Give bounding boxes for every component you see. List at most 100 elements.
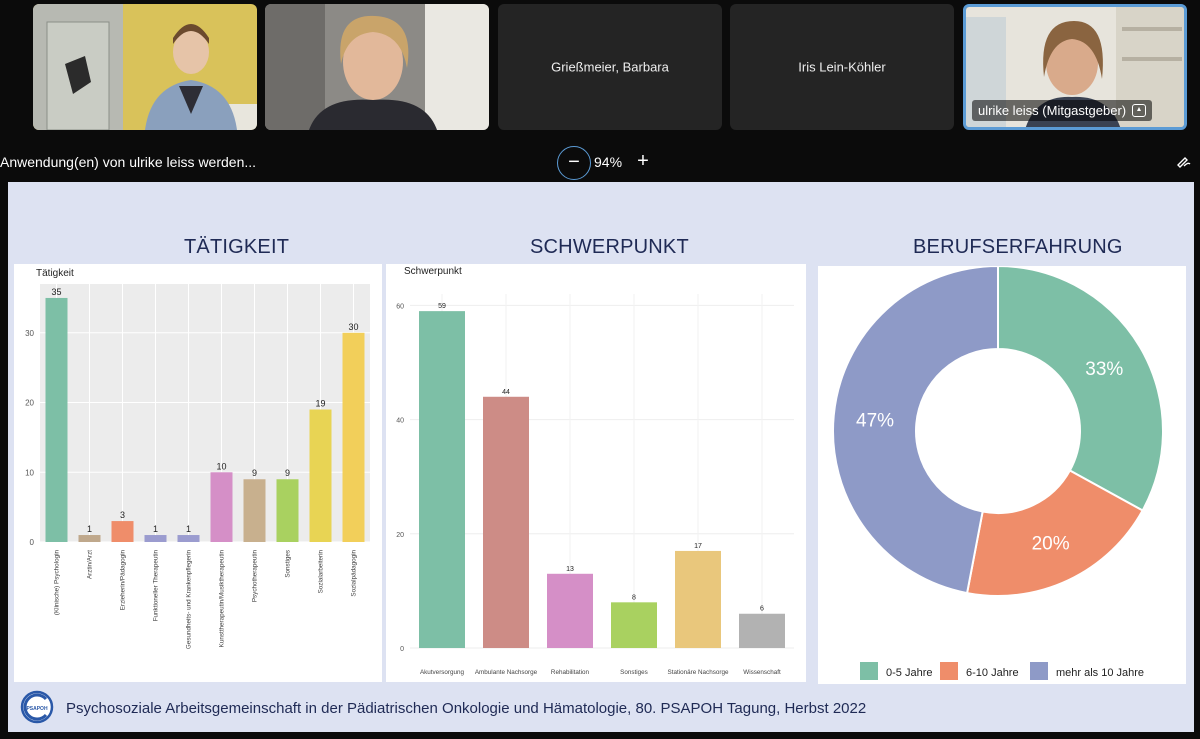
chart-panel-berufserfahrung: 33% 20% 47% 0-5 Jahre 6-10 Jahre mehr als 10 … [818, 264, 1186, 684]
slice-label: 47% [856, 410, 894, 431]
zoom-out-button[interactable]: − [557, 146, 591, 180]
taetigkeit-bar-1 [78, 535, 101, 542]
x-tick-label: Stationäre Nachsorge [668, 669, 729, 676]
bar-chart-taetigkeit: Tätigkeit 0 10 20 30 35 (Klinische) Psychologi… [25, 268, 370, 650]
slide-footer: Psychosoziale Arbeitsgemeinschaft in der… [66, 700, 867, 717]
schwerpunkt-bar-4 [675, 550, 721, 648]
slice-label: 20% [1032, 534, 1070, 555]
data-label: 8 [632, 594, 636, 601]
data-label: 1 [87, 524, 92, 534]
participant-name-badge: ulrike leiss (Mitgastgeber) [972, 100, 1153, 121]
chart-panel-taetigkeit: Tätigkeit 0 10 20 30 35 (Klinische) Psychologi… [14, 264, 382, 682]
slice-label: 33% [1085, 359, 1123, 380]
participant-tile-1[interactable] [33, 4, 257, 130]
data-label: 30 [348, 322, 358, 332]
taetigkeit-bar-7 [276, 479, 299, 542]
donut-slice-2 [832, 264, 999, 595]
x-tick-label: (Klinische) Psychologin [54, 550, 61, 616]
data-label: 13 [566, 566, 574, 573]
participant-name: Grießmeier, Barbara [551, 59, 669, 75]
share-screen-icon [1132, 104, 1147, 117]
y-tick-label: 0 [400, 646, 404, 653]
x-tick-label: Rehabilitation [551, 669, 590, 676]
x-tick-label: Funktioneller Therapeutin [153, 550, 160, 622]
sharing-status-text: Anwendung(en) von ulrike leiss werden... [0, 154, 257, 170]
annotate-icon[interactable] [1176, 152, 1192, 168]
y-tick-label: 40 [396, 418, 404, 425]
x-tick-label: Wissenschaft [743, 669, 781, 676]
data-label: 6 [760, 606, 764, 613]
data-label: 19 [315, 399, 325, 409]
x-tick-label: Sonstiges [285, 550, 292, 578]
x-tick-label: Arztin/Arzt [87, 550, 94, 579]
legend-label: 6-10 Jahre [966, 667, 1019, 679]
x-tick-label: Gesundheits- und Krankenpflegerin [186, 550, 193, 650]
data-label: 44 [502, 389, 510, 396]
taetigkeit-bar-9 [342, 332, 365, 542]
chart-panel-schwerpunkt: Schwerpunkt 0 20 40 60 59 Akutversorgung 44 Ambu… [386, 264, 806, 682]
shared-slide: TÄTIGKEIT SCHWERPUNKT BERUFSERFAHRUNG Tä… [8, 182, 1194, 732]
schwerpunkt-bar-2 [547, 573, 593, 648]
data-label: 59 [438, 303, 446, 310]
x-tick-label: Erzieherin/Pädagogin [120, 550, 127, 611]
donut-slice-1 [965, 469, 1144, 597]
data-label: 1 [186, 524, 191, 534]
participant-tile-2[interactable] [265, 4, 489, 130]
bar-chart-schwerpunkt: Schwerpunkt 0 20 40 60 59 Akutversorgung 44 Ambu… [396, 266, 794, 676]
schwerpunkt-bar-3 [611, 602, 657, 648]
data-label: 3 [120, 510, 125, 520]
schwerpunkt-bar-5 [739, 613, 785, 648]
x-tick-label: Sonstiges [620, 669, 648, 676]
x-tick-label: Kunsttherapeutin/Musiktherapeutin [219, 550, 226, 648]
taetigkeit-bar-6 [243, 479, 266, 542]
x-tick-label: Akutversorgung [420, 669, 465, 676]
data-label: 10 [216, 461, 226, 471]
y-tick-label: 10 [25, 468, 34, 477]
taetigkeit-bar-0 [45, 297, 68, 542]
participant-name: ulrike leiss (Mitgastgeber) [978, 103, 1127, 118]
legend-swatch [940, 662, 958, 680]
psapoh-logo: PSAPOH [20, 690, 54, 724]
section-title-schwerpunkt: SCHWERPUNKT [530, 236, 689, 258]
data-label: 9 [285, 468, 290, 478]
data-label: 35 [51, 287, 61, 297]
chart-title: Tätigkeit [36, 268, 74, 279]
donut-chart-berufserfahrung: 33% 20% 47% 0-5 Jahre 6-10 Jahre mehr als 10 … [832, 264, 1164, 680]
zoom-in-button[interactable]: + [637, 150, 649, 172]
participant-tile-4[interactable]: Iris Lein-Köhler [730, 4, 954, 130]
taetigkeit-bar-4 [177, 535, 200, 542]
chart-title: Schwerpunkt [404, 266, 462, 277]
y-tick-label: 30 [25, 329, 34, 338]
taetigkeit-bar-2 [111, 521, 134, 542]
zoom-level: 94% [594, 154, 623, 170]
x-tick-label: Sozialpädagogin [351, 550, 358, 597]
legend-label: 0-5 Jahre [886, 667, 932, 679]
section-title-berufserfahrung: BERUFSERFAHRUNG [913, 236, 1123, 258]
y-tick-label: 20 [25, 399, 34, 408]
participant-name: Iris Lein-Köhler [798, 59, 886, 75]
donut-slice-0 [997, 264, 1164, 512]
taetigkeit-bar-3 [144, 535, 167, 542]
taetigkeit-bar-8 [309, 409, 332, 542]
y-tick-label: 60 [396, 303, 404, 310]
participant-video-1 [33, 4, 257, 130]
legend-swatch [1030, 662, 1048, 680]
participant-video-2 [265, 4, 489, 130]
x-tick-label: Ambulante Nachsorge [475, 669, 538, 676]
data-label: 17 [694, 543, 702, 550]
legend-label: mehr als 10 Jahre [1056, 667, 1144, 679]
x-tick-label: Sozialarbeiterin [318, 550, 325, 594]
participant-tile-active[interactable]: ulrike leiss (Mitgastgeber) [963, 4, 1187, 130]
x-tick-label: Psychotherapeutin [252, 550, 259, 603]
data-label: 1 [153, 524, 158, 534]
data-label: 9 [252, 468, 257, 478]
schwerpunkt-bar-1 [483, 396, 529, 648]
schwerpunkt-bar-0 [419, 311, 465, 648]
legend-swatch [860, 662, 878, 680]
participant-tile-3[interactable]: Grießmeier, Barbara [498, 4, 722, 130]
y-tick-label: 20 [396, 532, 404, 539]
y-tick-label: 0 [30, 538, 35, 547]
taetigkeit-bar-5 [210, 472, 233, 542]
section-title-taetigkeit: TÄTIGKEIT [184, 236, 290, 258]
